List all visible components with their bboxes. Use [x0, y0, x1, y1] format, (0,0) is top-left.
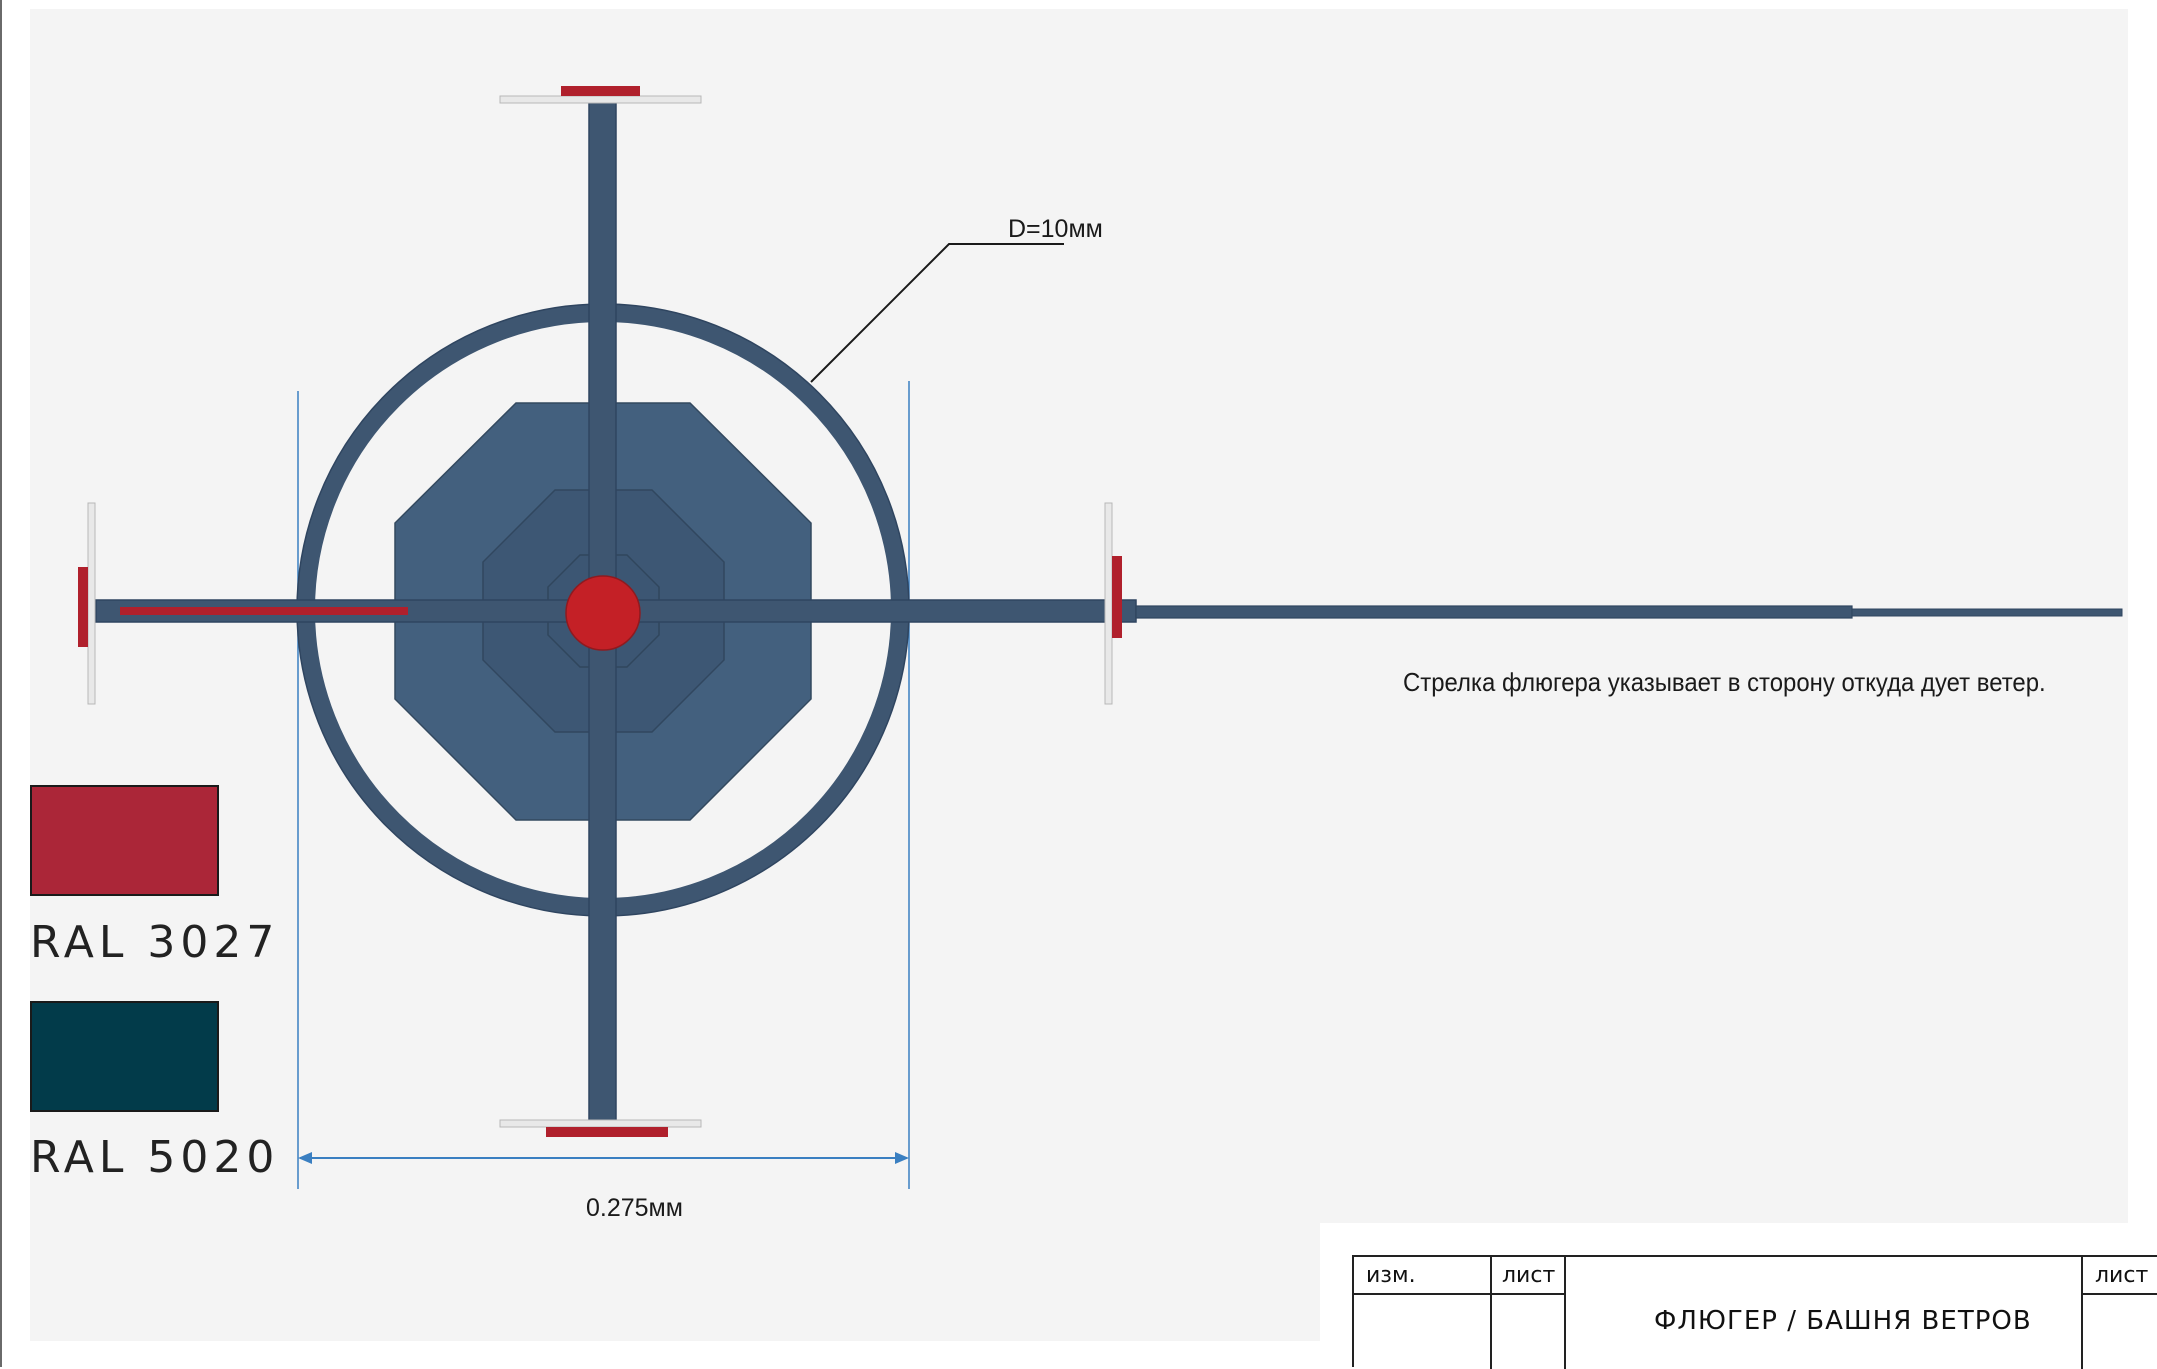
tb-divider-1	[1490, 1257, 1492, 1369]
tb-divider-3	[2081, 1257, 2083, 1369]
swatch-label-ral-5020: RAL 5020	[30, 1132, 280, 1183]
wind-direction-note: Стрелка флюгера указывает в сторону отку…	[1403, 667, 2046, 697]
pointer-shaft	[1135, 605, 1853, 619]
pointer-tip	[1851, 608, 2123, 617]
top-flange	[499, 95, 702, 104]
width-arrow-right	[895, 1152, 909, 1164]
swatch-ral-5020	[30, 1001, 219, 1112]
width-arrow-left	[298, 1152, 312, 1164]
drawing-panel: D=10мм 0.275мм Стрелка флюгера указывает…	[30, 9, 2128, 1341]
swatch-label-ral-3027: RAL 3027	[30, 917, 280, 968]
bottom-flange	[499, 1119, 702, 1128]
swatch-ral-3027	[30, 785, 219, 896]
diameter-label: D=10мм	[1008, 215, 1103, 243]
diameter-leader	[810, 243, 1064, 383]
title-block-table: изм. лист ФЛЮГЕР / БАШНЯ ВЕТРОВ лист	[1352, 1255, 2157, 1369]
tb-list-label-right: лист	[2095, 1263, 2149, 1288]
tb-izm-label: изм.	[1366, 1263, 1416, 1288]
weathervane-drawing	[78, 86, 2123, 1189]
drawing-title: ФЛЮГЕР / БАШНЯ ВЕТРОВ	[1654, 1306, 2032, 1336]
tb-header-rule-left	[1354, 1293, 1565, 1295]
width-dimension-label: 0.275мм	[586, 1194, 683, 1222]
bottom-red-letter	[546, 1127, 668, 1137]
tb-divider-2	[1564, 1257, 1566, 1369]
tb-list-label-left: лист	[1502, 1263, 1556, 1288]
left-flange	[87, 502, 96, 705]
top-red-letter	[561, 86, 640, 96]
title-block: изм. лист ФЛЮГЕР / БАШНЯ ВЕТРОВ лист	[1320, 1223, 2157, 1369]
right-red-letter	[1112, 556, 1122, 638]
center-hub	[565, 575, 641, 651]
left-red-letter	[78, 567, 88, 647]
right-flange	[1104, 502, 1113, 705]
tail-red-stripe	[120, 607, 408, 615]
tb-header-rule-right	[2081, 1293, 2157, 1295]
